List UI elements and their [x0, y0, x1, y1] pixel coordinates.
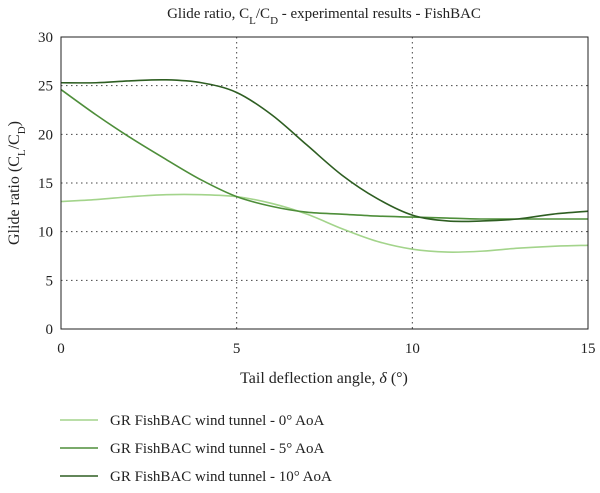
y-tick-label: 20 [38, 127, 53, 143]
y-tick-label: 25 [38, 79, 53, 95]
y-tick-label: 0 [46, 322, 54, 338]
legend-label-2: GR FishBAC wind tunnel - 10° AoA [110, 469, 332, 485]
y-tick-label: 30 [38, 30, 53, 46]
y-tick-label: 5 [46, 273, 54, 289]
tick-labels: 0 5 10 15 0 5 10 15 20 25 30 [38, 30, 596, 357]
grid-lines [61, 37, 588, 329]
series-line-1 [60, 88, 588, 220]
x-tick-label: 0 [57, 341, 65, 357]
y-tick-label: 10 [38, 225, 53, 241]
legend: GR FishBAC wind tunnel - 0° AoA GR FishBA… [60, 413, 332, 485]
chart-title: Glide ratio, CL/CD - experimental result… [167, 6, 481, 27]
legend-label-0: GR FishBAC wind tunnel - 0° AoA [110, 413, 325, 429]
x-axis-label: Tail deflection angle, δ (°) [240, 370, 408, 387]
x-tick-label: 10 [405, 341, 420, 357]
x-tick-label: 5 [233, 341, 241, 357]
plot-frame [60, 36, 589, 330]
legend-label-1: GR FishBAC wind tunnel - 5° AoA [110, 441, 325, 457]
y-axis-label: Glide ratio (CL/CD) [6, 121, 28, 245]
x-tick-label: 15 [581, 341, 596, 357]
y-tick-label: 15 [38, 176, 53, 192]
series-line-0 [60, 193, 589, 253]
series-line-2 [60, 78, 589, 223]
series-lines [60, 78, 589, 253]
